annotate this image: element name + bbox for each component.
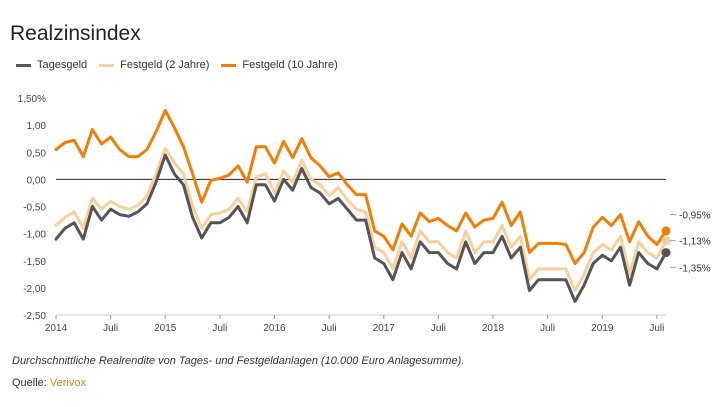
legend-label-tagesgeld: Tagesgeld xyxy=(37,59,88,71)
series-line-0 xyxy=(54,153,668,303)
legend-item-festgeld-2[interactable]: Festgeld (2 Jahre) xyxy=(99,59,209,71)
x-tick-label: Juli xyxy=(212,323,227,334)
end-value-label: -1,35% xyxy=(679,263,711,274)
chart-caption: Durchschnittliche Realrendite von Tages-… xyxy=(12,355,465,367)
x-tick-label: Juli xyxy=(431,323,446,334)
x-tick-label: 2017 xyxy=(373,323,396,334)
x-tick-label: 2014 xyxy=(45,323,68,334)
end-value-label: -1,13% xyxy=(679,237,711,248)
y-tick-label: 0,00 xyxy=(27,175,47,186)
y-tick-label: -0,50 xyxy=(23,203,46,214)
legend-item-tagesgeld[interactable]: Tagesgeld xyxy=(16,59,87,71)
series-line-2 xyxy=(54,109,668,265)
legend-label-festgeld-2: Festgeld (2 Jahre) xyxy=(120,59,210,71)
y-tick-label: 1,00 xyxy=(27,121,47,132)
legend-swatch-festgeld-10 xyxy=(221,63,237,67)
legend-swatch-festgeld-2 xyxy=(99,63,115,67)
source-line: Quelle: Verivox xyxy=(12,377,86,389)
chart-legend: Tagesgeld Festgeld (2 Jahre) Festgeld (1… xyxy=(16,59,338,71)
y-tick-label: -2,00 xyxy=(23,284,46,295)
y-tick-label: -1,00 xyxy=(23,230,46,241)
source-link[interactable]: Verivox xyxy=(49,377,86,389)
x-tick-label: Juli xyxy=(103,323,118,334)
x-tick-label: 2016 xyxy=(263,323,286,334)
source-label: Quelle: xyxy=(12,377,47,389)
x-tick-label: 2015 xyxy=(154,323,177,334)
y-tick-label: 1,50% xyxy=(18,94,46,105)
chart-title: Realzinsindex xyxy=(10,22,141,45)
x-tick-label: Juli xyxy=(540,323,555,334)
series-line-1 xyxy=(54,147,668,293)
x-tick-label: 2018 xyxy=(482,323,505,334)
legend-label-festgeld-10: Festgeld (10 Jahre) xyxy=(242,59,338,71)
end-value-label: -0,95% xyxy=(679,211,711,222)
series-end-dot-2 xyxy=(661,226,671,236)
y-tick-label: -1,50 xyxy=(23,257,46,268)
legend-swatch-tagesgeld xyxy=(16,63,31,67)
y-tick-label: -2,50 xyxy=(23,311,46,322)
legend-item-festgeld-10[interactable]: Festgeld (10 Jahre) xyxy=(221,59,338,71)
x-tick-label: Juli xyxy=(649,323,664,334)
x-tick-label: 2019 xyxy=(591,323,614,334)
series-end-dot-1 xyxy=(661,236,671,246)
x-tick-label: Juli xyxy=(322,323,337,334)
y-tick-label: 0,50 xyxy=(27,148,47,159)
series-end-dot-0 xyxy=(661,248,671,258)
